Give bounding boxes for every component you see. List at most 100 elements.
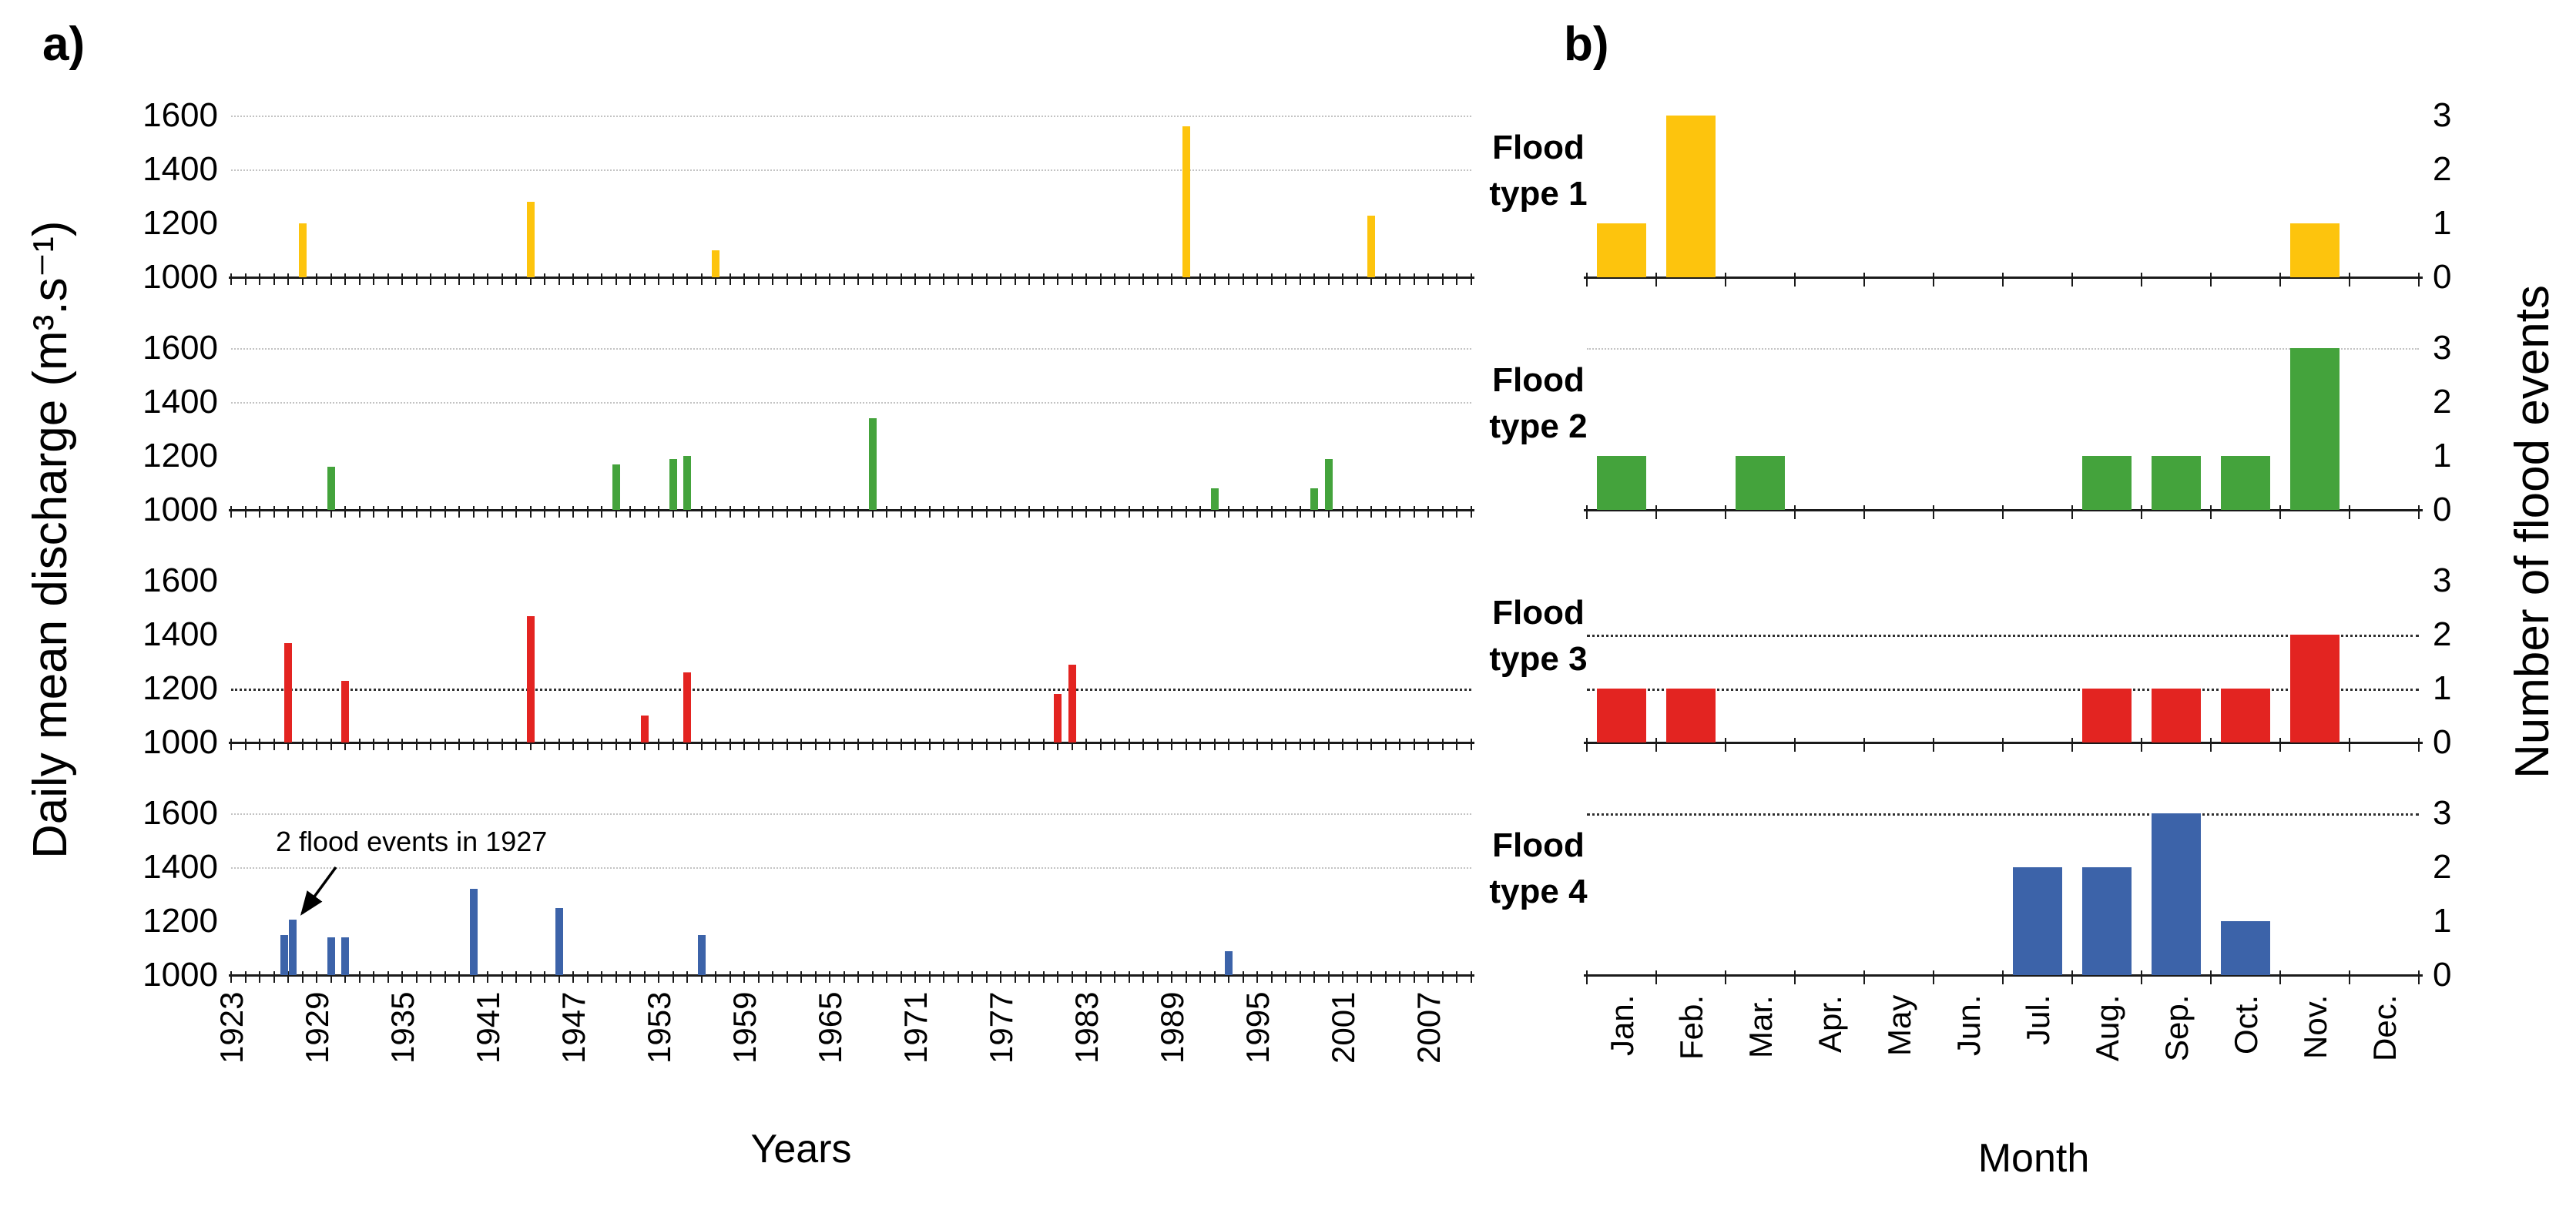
count-bar-Sep bbox=[2152, 689, 2201, 742]
count-tick-label-0: 0 bbox=[2433, 491, 2452, 528]
year-label-1995: 1995 bbox=[1239, 991, 1276, 1064]
year-tick bbox=[1370, 739, 1373, 750]
year-tick bbox=[1099, 273, 1102, 285]
year-tick bbox=[1171, 506, 1173, 518]
year-tick bbox=[615, 506, 617, 518]
year-tick bbox=[572, 506, 575, 518]
x-axis-title-years: Years bbox=[750, 1127, 852, 1171]
year-label-1983: 1983 bbox=[1068, 991, 1105, 1064]
year-tick bbox=[230, 739, 232, 750]
year-tick bbox=[1057, 273, 1059, 285]
year-tick bbox=[301, 971, 304, 983]
discharge-bar-1957 bbox=[712, 250, 720, 277]
year-tick bbox=[871, 971, 874, 983]
count-bar-Jul bbox=[2013, 867, 2062, 975]
year-tick bbox=[1085, 739, 1088, 750]
year-tick bbox=[601, 506, 603, 518]
month-tick bbox=[1933, 505, 1934, 519]
flood-type-label-3: Flood type 3 bbox=[1465, 590, 1612, 682]
year-label-2007: 2007 bbox=[1410, 991, 1447, 1064]
year-tick bbox=[373, 971, 375, 983]
year-tick bbox=[772, 971, 774, 983]
year-tick bbox=[1427, 506, 1430, 518]
year-tick bbox=[1099, 971, 1102, 983]
year-tick bbox=[957, 506, 959, 518]
year-tick bbox=[1228, 971, 1230, 983]
year-tick bbox=[1156, 971, 1159, 983]
year-tick bbox=[672, 971, 674, 983]
year-tick bbox=[586, 506, 589, 518]
month-tick bbox=[1794, 738, 1796, 752]
year-tick bbox=[358, 971, 361, 983]
year-tick bbox=[487, 739, 489, 750]
year-tick bbox=[1285, 971, 1287, 983]
year-tick bbox=[330, 739, 332, 750]
month-tick bbox=[2418, 738, 2420, 752]
count-tick-label-0: 0 bbox=[2433, 258, 2452, 296]
year-tick bbox=[1299, 506, 1301, 518]
year-tick bbox=[1014, 739, 1016, 750]
year-tick bbox=[1342, 273, 1344, 285]
year-tick bbox=[800, 273, 803, 285]
year-tick bbox=[515, 506, 518, 518]
year-tick bbox=[1114, 971, 1116, 983]
count-bar-Sep bbox=[2152, 813, 2201, 975]
month-tick bbox=[1794, 970, 1796, 984]
year-tick bbox=[757, 971, 760, 983]
month-label-Apr: Apr. bbox=[1812, 995, 1848, 1053]
year-tick bbox=[900, 273, 902, 285]
month-tick bbox=[2349, 738, 2350, 752]
y-tick-label-1000: 1000 bbox=[143, 258, 218, 296]
discharge-bar-1927 bbox=[284, 642, 293, 742]
year-tick bbox=[230, 273, 232, 285]
year-tick bbox=[643, 971, 646, 983]
year-tick bbox=[1399, 506, 1401, 518]
month-tick bbox=[1794, 505, 1796, 519]
year-tick bbox=[1156, 739, 1159, 750]
year-tick bbox=[529, 506, 532, 518]
year-tick bbox=[273, 739, 275, 750]
year-tick bbox=[829, 739, 831, 750]
year-tick bbox=[629, 739, 632, 750]
month-tick bbox=[2418, 505, 2420, 519]
year-tick bbox=[1413, 506, 1415, 518]
year-tick bbox=[1242, 739, 1244, 750]
count-bar-Jan bbox=[1597, 223, 1646, 277]
month-tick bbox=[2210, 738, 2212, 752]
year-tick bbox=[715, 273, 717, 285]
gridline-1400 bbox=[231, 402, 1471, 404]
year-tick bbox=[1199, 971, 1202, 983]
year-tick bbox=[273, 273, 275, 285]
year-tick bbox=[544, 971, 546, 983]
count-tick-label-1: 1 bbox=[2433, 204, 2452, 242]
year-tick bbox=[1242, 273, 1244, 285]
month-label-Nov: Nov. bbox=[2297, 994, 2333, 1059]
flood-type-label-line: type 3 bbox=[1489, 640, 1588, 678]
year-tick bbox=[700, 739, 703, 750]
year-tick bbox=[1199, 506, 1202, 518]
year-tick bbox=[857, 739, 860, 750]
year-tick bbox=[458, 971, 461, 983]
year-tick bbox=[886, 971, 888, 983]
year-tick bbox=[358, 506, 361, 518]
year-tick bbox=[572, 971, 575, 983]
month-tick bbox=[1586, 505, 1588, 519]
year-tick bbox=[1057, 739, 1059, 750]
year-tick bbox=[344, 273, 347, 285]
discharge-bar-1981 bbox=[1054, 694, 1062, 742]
year-tick bbox=[1128, 506, 1130, 518]
year-tick bbox=[387, 739, 389, 750]
panel-b-tag: b) bbox=[1564, 18, 1609, 71]
year-tick bbox=[971, 739, 974, 750]
year-tick bbox=[1327, 739, 1330, 750]
year-tick bbox=[1085, 273, 1088, 285]
year-tick bbox=[1071, 506, 1073, 518]
year-tick bbox=[458, 506, 461, 518]
year-tick bbox=[1171, 971, 1173, 983]
year-tick bbox=[1213, 506, 1216, 518]
year-tick bbox=[487, 971, 489, 983]
year-tick bbox=[558, 273, 560, 285]
year-tick bbox=[1185, 971, 1187, 983]
count-bar-Feb bbox=[1666, 689, 1716, 742]
year-tick bbox=[829, 971, 831, 983]
